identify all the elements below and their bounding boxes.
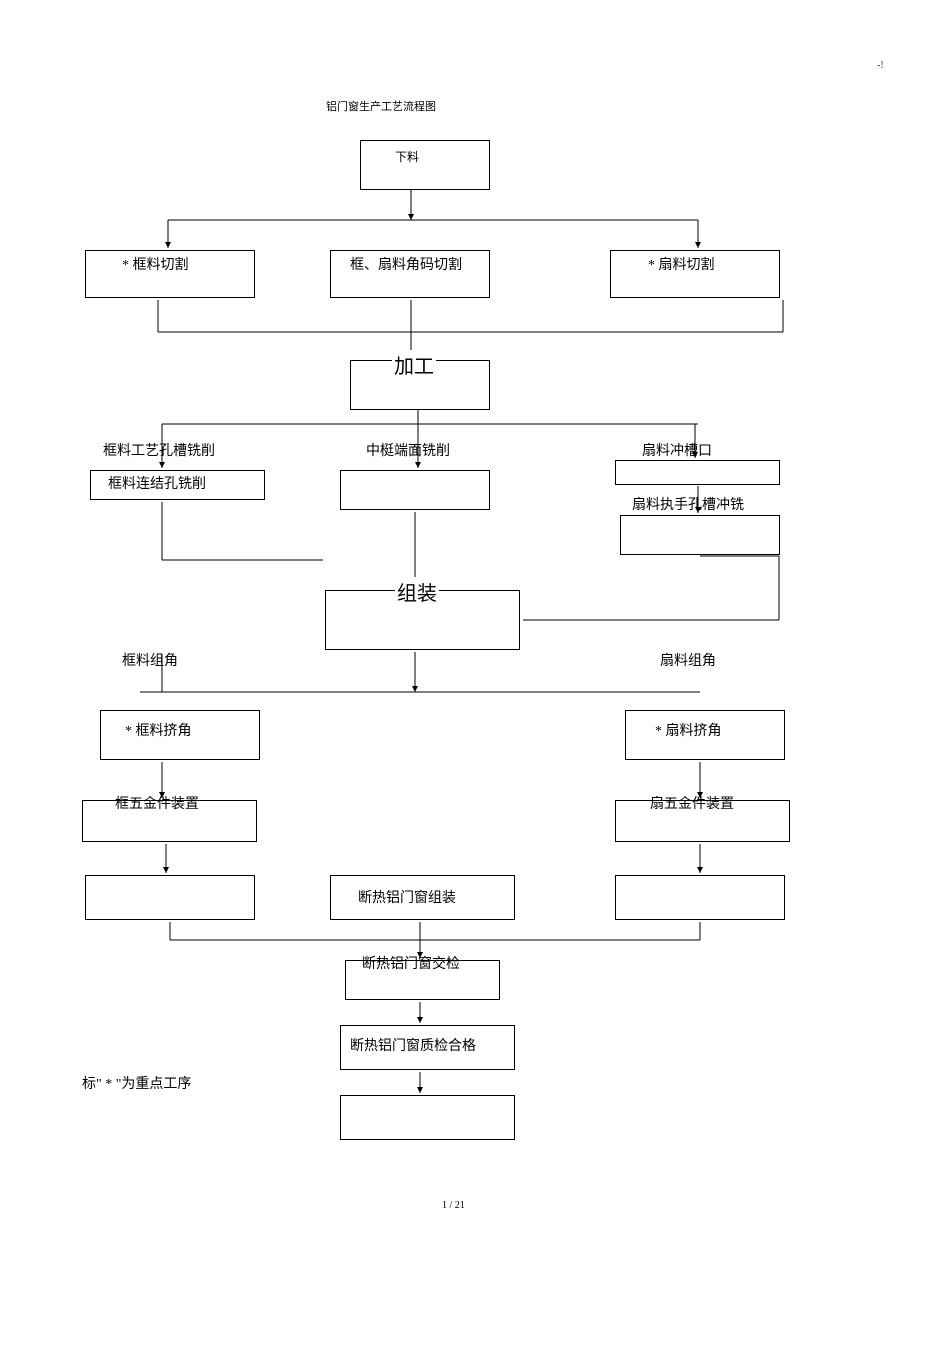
flow-label-1: 框料工艺孔槽铣削 [103, 440, 215, 460]
flow-label-9: 扇五金件装置 [650, 793, 734, 813]
flow-label-2: 中梃端面铣削 [366, 440, 450, 460]
flow-label-10: 断热铝门窗交检 [362, 953, 460, 973]
flow-box-label-b_xiao: 下料 [395, 148, 419, 165]
flow-box-b_shan_cao [615, 460, 780, 485]
footnote: 标" * "为重点工序 [82, 1073, 191, 1093]
diagram-title: 铝门窗生产工艺流程图 [326, 98, 436, 114]
flow-label-0: 加工 [392, 350, 436, 379]
page-number: 1 / 21 [442, 1200, 465, 1211]
corner-mark: -! [877, 60, 884, 71]
flow-box-label-b_zhijian: 断热铝门窗质检合格 [350, 1035, 476, 1055]
flow-box-label-b_duanre_zz: 断热铝门窗组装 [358, 887, 456, 907]
flow-box-b_shan_zhi [620, 515, 780, 555]
flow-connectors [0, 0, 950, 1346]
flow-label-7: 扇料组角 [660, 650, 716, 670]
flow-label-8: 框五金件装置 [115, 793, 199, 813]
flow-box-label-b_shan_jiao: * 扇料挤角 [655, 720, 722, 740]
flow-label-5: 组装 [395, 577, 439, 606]
flow-box-b_xiao [360, 140, 490, 190]
flow-label-6: 框料组角 [122, 650, 178, 670]
flow-box-label-b_kuang_kong: 框料连结孔铣削 [108, 473, 206, 493]
page-canvas: -! 铝门窗生产工艺流程图 下料 * 框料切割 框、扇料角码切割 * 扇料切割框料连结… [0, 0, 950, 1346]
flow-box-b_kuang_low [85, 875, 255, 920]
flow-label-3: 扇料冲槽口 [642, 440, 712, 460]
flow-box-label-b_kuang_jiao: * 框料挤角 [125, 720, 192, 740]
flow-box-label-b_kuang_cut: * 框料切割 [122, 254, 189, 274]
flow-box-b_shan_low [615, 875, 785, 920]
flow-box-b_final [340, 1095, 515, 1140]
flow-box-label-b_jiao_cut: 框、扇料角码切割 [350, 254, 462, 274]
flow-box-b_mid_empty1 [340, 470, 490, 510]
flow-label-4: 扇料执手孔槽冲铣 [632, 494, 744, 514]
flow-box-label-b_shan_cut: * 扇料切割 [648, 254, 715, 274]
